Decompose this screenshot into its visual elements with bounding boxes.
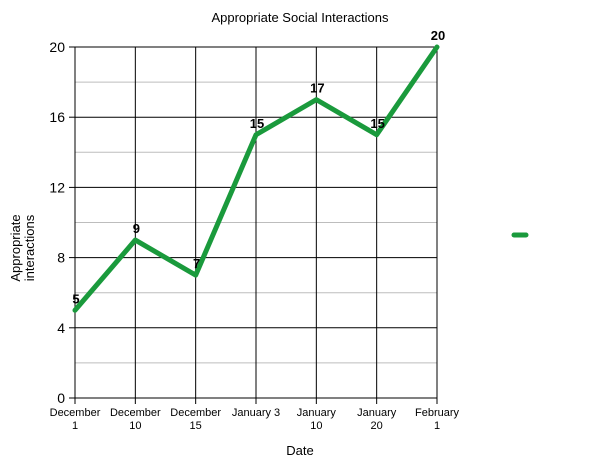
x-tick-label: February 1: [415, 407, 460, 432]
x-axis-title: Date: [286, 443, 313, 458]
x-tick-label: January 10: [297, 407, 337, 432]
x-tick-label: January 20: [357, 407, 397, 432]
data-label: 5: [72, 291, 79, 306]
axes: 0 4 8 12 16 20 December 1 December 10 December 15 Ja…: [49, 39, 459, 432]
y-tick-label: 0: [57, 390, 65, 406]
y-tick-label: 20: [49, 39, 65, 55]
x-tick-label: January 3: [232, 407, 280, 419]
series-layer: [72, 44, 440, 313]
data-label: 15: [250, 116, 264, 131]
x-tick-label: December 10: [110, 407, 161, 432]
y-tick-label: 12: [49, 179, 65, 195]
y-tick-label: 8: [57, 250, 65, 266]
data-label: 7: [193, 256, 200, 271]
y-axis-title: Appropriateinteractions: [8, 214, 37, 281]
chart-title: Appropriate Social Interactions: [211, 10, 389, 25]
data-label: 15: [370, 116, 384, 131]
x-tick-label: December 15: [170, 407, 221, 432]
data-labels: 5 9 7 15 17 15 20: [72, 28, 445, 306]
data-label: 9: [133, 221, 140, 236]
y-tick-label: 4: [57, 320, 65, 336]
grid: [74, 46, 438, 399]
data-label: 20: [431, 28, 445, 43]
series-line: [72, 44, 440, 313]
y-tick-label: 16: [49, 109, 65, 125]
x-tick-label: December 1: [50, 407, 101, 432]
data-label: 17: [310, 81, 324, 96]
